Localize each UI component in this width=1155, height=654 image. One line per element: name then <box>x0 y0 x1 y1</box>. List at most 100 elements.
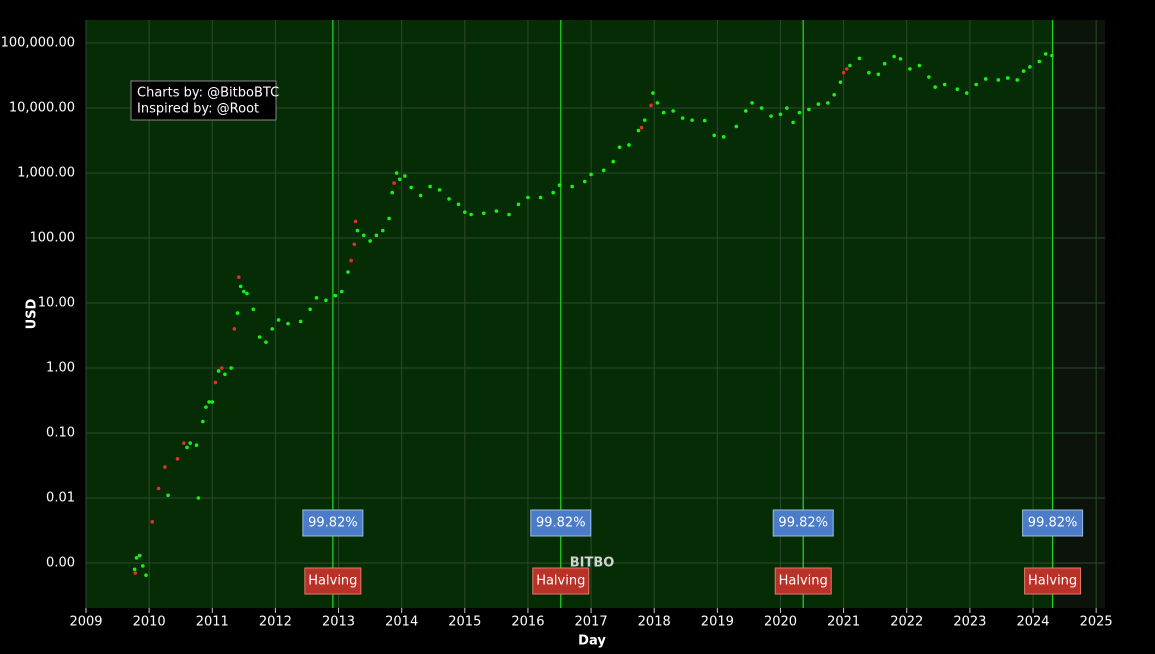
data-point <box>238 284 243 289</box>
data-point <box>355 228 360 233</box>
data-point <box>166 493 170 498</box>
data-point <box>236 275 241 279</box>
data-point <box>207 400 211 404</box>
x-tick-label: 2015 <box>448 615 481 630</box>
data-point <box>927 75 931 79</box>
data-point <box>134 556 139 560</box>
data-point <box>156 486 161 491</box>
x-axis-title: Day <box>578 634 606 649</box>
data-point <box>832 92 836 97</box>
halving-badge <box>774 567 832 595</box>
x-tick-label: 2018 <box>638 615 671 630</box>
data-point <box>456 202 461 207</box>
data-point <box>601 168 606 173</box>
data-point <box>721 135 726 139</box>
data-point <box>892 54 896 59</box>
x-tick-label: 2016 <box>511 615 544 630</box>
data-point <box>557 183 562 187</box>
percent-label: 99.82% <box>1028 516 1078 531</box>
data-point <box>418 193 423 198</box>
y-tick-label: 10,000.00 <box>9 101 75 116</box>
data-point <box>132 567 137 572</box>
data-point <box>791 120 795 125</box>
data-point <box>264 340 268 344</box>
data-point <box>353 219 358 224</box>
data-point <box>397 177 402 182</box>
data-point <box>333 293 338 298</box>
data-point <box>137 553 142 558</box>
x-tick-label: 2023 <box>953 615 986 630</box>
halving-badge <box>532 567 590 595</box>
data-point <box>223 372 227 377</box>
data-point <box>286 321 290 326</box>
data-point <box>368 239 372 243</box>
data-point <box>352 242 357 247</box>
data-point <box>182 441 186 445</box>
data-point <box>639 125 644 130</box>
data-point <box>229 366 234 370</box>
data-point <box>898 57 903 61</box>
data-point <box>213 380 218 385</box>
data-point <box>1037 59 1042 64</box>
data-point <box>242 289 246 294</box>
data-point <box>538 195 543 200</box>
data-point <box>314 296 319 300</box>
data-point <box>655 101 660 105</box>
data-point <box>270 327 275 331</box>
x-tick-label: 2017 <box>575 615 608 630</box>
data-point <box>1050 53 1054 58</box>
percent-badge <box>1022 509 1084 537</box>
y-tick-label: 1,000.00 <box>17 166 75 181</box>
halving-label: Halving <box>536 574 585 589</box>
data-point <box>394 171 399 175</box>
data-point <box>769 114 773 118</box>
data-point <box>447 197 451 201</box>
data-point <box>617 145 622 149</box>
percent-badge <box>772 509 834 537</box>
x-tick-label: 2014 <box>385 615 418 630</box>
data-point <box>163 465 167 469</box>
data-point <box>551 190 555 195</box>
data-point <box>494 209 499 213</box>
data-point <box>298 319 303 324</box>
data-point <box>346 270 350 274</box>
y-tick-label: 100,000.00 <box>1 36 75 51</box>
data-point <box>308 307 312 312</box>
y-tick-label: 0.00 <box>46 555 75 570</box>
y-tick-label: 0.01 <box>46 490 75 505</box>
data-point <box>409 185 413 190</box>
data-point <box>390 190 395 195</box>
data-point <box>838 80 843 84</box>
data-point <box>481 211 486 216</box>
halving-label: Halving <box>779 574 828 589</box>
x-tick-label: 2009 <box>69 615 102 630</box>
data-point <box>196 496 201 500</box>
data-point <box>680 116 685 120</box>
percent-badge <box>302 509 364 537</box>
data-point <box>150 520 155 524</box>
data-point <box>204 405 208 409</box>
data-point <box>702 118 707 123</box>
data-point <box>826 101 830 105</box>
data-point <box>964 91 969 95</box>
data-point <box>175 457 180 461</box>
y-tick-label: 100.00 <box>30 231 76 246</box>
data-point <box>516 202 521 207</box>
data-point <box>712 133 716 138</box>
x-tick-label: 2021 <box>827 615 860 630</box>
halving-badge <box>1024 567 1082 595</box>
data-point <box>582 179 587 184</box>
data-point <box>933 85 937 89</box>
data-point <box>996 78 1001 82</box>
credit-line: Inspired by: @Root <box>137 102 259 117</box>
data-point <box>507 212 511 217</box>
data-point <box>1028 65 1032 69</box>
data-point <box>661 110 666 115</box>
data-point <box>841 70 846 75</box>
data-point <box>867 70 871 75</box>
x-tick-label: 2012 <box>259 615 292 630</box>
data-point <box>642 118 647 122</box>
data-point <box>778 112 783 117</box>
x-tick-label: 2020 <box>764 615 797 630</box>
halving-label: Halving <box>308 574 357 589</box>
